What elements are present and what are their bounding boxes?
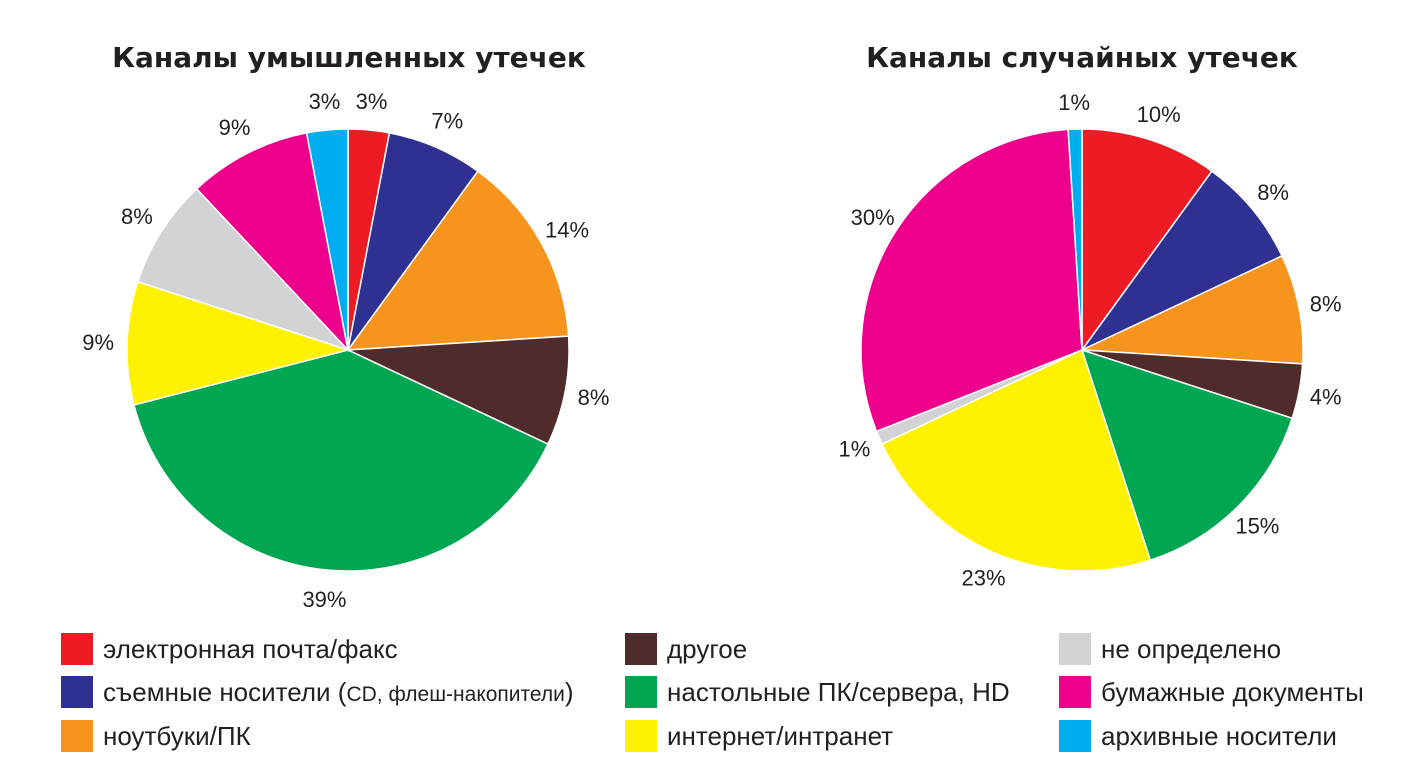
pie-slice-intentional-paper: [195, 132, 350, 353]
legend-label-undefined: не определено: [1101, 633, 1282, 664]
legend-item-paper: бумажные документы: [1059, 675, 1364, 709]
chart-title-intentional: Каналы умышленных утечек: [112, 41, 586, 74]
pie-label-intentional-removable: 7%: [431, 109, 463, 134]
legend-swatch-other: [625, 633, 657, 665]
legend-item-archive: архивные носители: [1059, 719, 1337, 753]
legend-item-desktops: настольные ПК/сервера, HD: [625, 675, 1010, 709]
pie-label-accidental-internet: 23%: [961, 566, 1005, 591]
legend-swatch-laptops: [61, 720, 93, 752]
pie-label-accidental-removable: 8%: [1257, 180, 1289, 205]
legend-label-removable-note: CD, флеш-накопители: [346, 682, 565, 706]
pie-intentional: 3% 7% 14% 8% 39% 9% 8% 9% 3%: [82, 89, 609, 612]
legend-swatch-undefined: [1059, 633, 1091, 665]
pie-slice-intentional-other: [347, 335, 570, 446]
pie-label-accidental-archive: 1%: [1058, 90, 1090, 115]
pie-label-accidental-email: 10%: [1137, 102, 1181, 127]
legend-label-paper: бумажные документы: [1101, 676, 1364, 707]
legend-label-archive: архивные носители: [1101, 720, 1337, 751]
chart-title-accidental: Каналы случайных утечек: [866, 41, 1298, 74]
legend-label-removable-suffix: ): [564, 676, 574, 707]
legend-swatch-email: [61, 633, 93, 665]
pie-label-intentional-internet: 9%: [82, 330, 114, 355]
pie-slice-accidental-email: [1081, 128, 1213, 353]
pie-label-intentional-archive: 3%: [309, 89, 341, 114]
pie-accidental: 10% 8% 8% 4% 15% 23% 1% 30% 1%: [838, 90, 1341, 590]
legend-swatch-archive: [1059, 720, 1091, 752]
legend-label-desktops: настольные ПК/сервера, HD: [667, 676, 1010, 707]
legend-label-email: электронная почта/факс: [103, 633, 398, 664]
legend-item-email: электронная почта/факс: [61, 632, 398, 666]
pie-slice-intentional-internet: [126, 280, 351, 406]
legend-swatch-removable: [61, 676, 93, 708]
pie-slice-accidental-internet: [881, 348, 1152, 572]
pie-slice-accidental-archive: [1067, 128, 1083, 351]
pie-slice-intentional-archive: [305, 128, 349, 351]
legend-item-removable: съемные носители (CD, флеш-накопители): [61, 675, 574, 709]
pie-slice-intentional-undefined: [136, 187, 349, 351]
pie-slice-accidental-paper: [860, 128, 1083, 433]
pie-slice-accidental-removable: [1081, 170, 1283, 351]
pie-label-accidental-other: 4%: [1310, 384, 1342, 409]
legend-label-removable-main: съемные носители (: [103, 676, 347, 707]
pie-charts: Каналы умышленных утечек Каналы случайны…: [82, 41, 1341, 612]
pie-slice-accidental-desktops: [1080, 348, 1294, 562]
legend-item-internet: интернет/интранет: [625, 719, 893, 753]
legend-swatch-internet: [625, 720, 657, 752]
pie-label-intentional-desktops: 39%: [302, 587, 346, 612]
legend-swatch-desktops: [625, 676, 657, 708]
pie-label-intentional-paper: 9%: [219, 115, 251, 140]
pie-label-intentional-laptops: 14%: [545, 218, 589, 243]
pie-label-intentional-other: 8%: [578, 385, 610, 410]
pie-label-accidental-paper: 30%: [851, 205, 895, 230]
legend-item-laptops: ноутбуки/ПК: [61, 719, 251, 753]
pie-label-accidental-laptops: 8%: [1310, 292, 1342, 317]
pie-label-accidental-desktops: 15%: [1235, 513, 1279, 538]
legend-swatch-paper: [1059, 676, 1091, 708]
legend-label-laptops: ноутбуки/ПК: [103, 720, 251, 751]
pie-label-accidental-undefined: 1%: [838, 436, 870, 461]
legend-item-undefined: не определено: [1059, 632, 1281, 666]
legend-label-removable: съемные носители (CD, флеш-накопители): [103, 677, 574, 708]
pie-label-intentional-undefined: 8%: [121, 204, 153, 229]
pie-label-intentional-email: 3%: [356, 89, 388, 114]
legend-label-other: другое: [667, 633, 748, 664]
pie-slice-intentional-desktops: [133, 349, 549, 572]
legend-label-internet: интернет/интранет: [667, 720, 894, 751]
legend-item-other: другое: [625, 632, 747, 666]
pie-slice-accidental-laptops: [1081, 254, 1304, 365]
pie-slice-intentional-laptops: [346, 170, 570, 351]
